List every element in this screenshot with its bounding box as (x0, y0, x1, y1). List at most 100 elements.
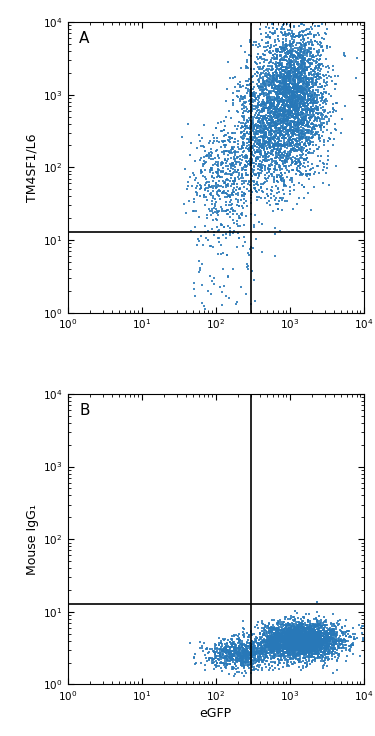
Point (293, 649, 299, 661)
Point (274, 618, 280, 630)
Point (299, 125, 305, 137)
Point (299, 18, 305, 30)
Point (261, 138, 267, 149)
Point (301, 640, 307, 651)
Point (321, 625, 327, 637)
Point (287, 633, 293, 645)
Point (256, 640, 262, 651)
Point (296, 634, 302, 646)
Point (238, 121, 244, 133)
Point (259, 99, 265, 111)
Text: B: B (80, 403, 90, 417)
Point (226, 651, 232, 662)
Point (266, 638, 272, 650)
Point (288, 632, 294, 644)
Point (276, 79, 282, 91)
Point (269, 60, 275, 72)
Point (231, 166, 237, 178)
Point (272, 109, 278, 121)
Point (290, 635, 296, 647)
Point (230, 653, 236, 665)
Point (296, 26, 302, 38)
Point (246, 174, 252, 186)
Point (303, 632, 309, 644)
Point (292, 629, 298, 641)
Point (212, 638, 218, 650)
Point (342, 634, 348, 645)
Point (285, 124, 291, 136)
Point (278, 631, 284, 643)
Point (258, 648, 264, 659)
Point (241, 659, 247, 670)
Point (314, 630, 320, 642)
Point (249, 186, 255, 198)
Point (308, 91, 314, 102)
Point (230, 184, 236, 196)
Point (326, 640, 332, 651)
Point (278, 633, 284, 645)
Point (313, 631, 319, 643)
Point (298, 101, 304, 113)
Point (274, 623, 280, 634)
Point (271, 628, 277, 640)
Point (312, 628, 318, 640)
Point (270, 623, 276, 635)
Point (266, 636, 272, 648)
Point (334, 635, 340, 647)
Point (309, 634, 315, 645)
Point (289, 57, 295, 68)
Point (281, 41, 287, 53)
Point (277, 124, 283, 135)
Point (272, 166, 278, 177)
Point (260, 84, 266, 96)
Point (284, 85, 290, 96)
Point (233, 298, 239, 310)
Point (201, 155, 207, 167)
Point (317, 641, 323, 653)
Point (266, 634, 272, 645)
Point (243, 659, 249, 670)
Point (283, 641, 289, 653)
Point (285, 68, 291, 79)
Point (294, 104, 300, 116)
Point (293, 29, 299, 41)
Point (297, 637, 303, 649)
Point (263, 634, 269, 645)
Point (306, 648, 312, 659)
Point (303, 646, 309, 658)
Point (300, 634, 306, 646)
Point (255, 97, 261, 109)
Point (205, 225, 211, 237)
Point (285, 104, 291, 116)
Point (252, 295, 258, 307)
Point (283, 113, 289, 125)
Point (293, 68, 299, 79)
Point (226, 131, 232, 143)
Point (207, 240, 213, 252)
Point (297, 648, 303, 659)
Point (313, 74, 319, 86)
Point (243, 96, 249, 107)
Point (301, 88, 307, 99)
Point (298, 63, 304, 75)
Point (316, 50, 322, 62)
Point (283, 612, 289, 623)
Point (290, 638, 296, 650)
Point (284, 637, 290, 648)
Point (321, 95, 327, 107)
Point (273, 645, 279, 657)
Point (291, 628, 297, 640)
Point (306, 637, 312, 648)
Point (241, 182, 247, 194)
Point (280, 96, 286, 108)
Point (249, 651, 255, 663)
Point (240, 143, 246, 155)
Point (249, 141, 255, 153)
Point (295, 116, 301, 127)
Point (248, 50, 254, 62)
Point (248, 653, 254, 665)
Point (242, 130, 248, 142)
Point (255, 171, 261, 183)
Point (312, 634, 318, 646)
Point (296, 125, 302, 137)
